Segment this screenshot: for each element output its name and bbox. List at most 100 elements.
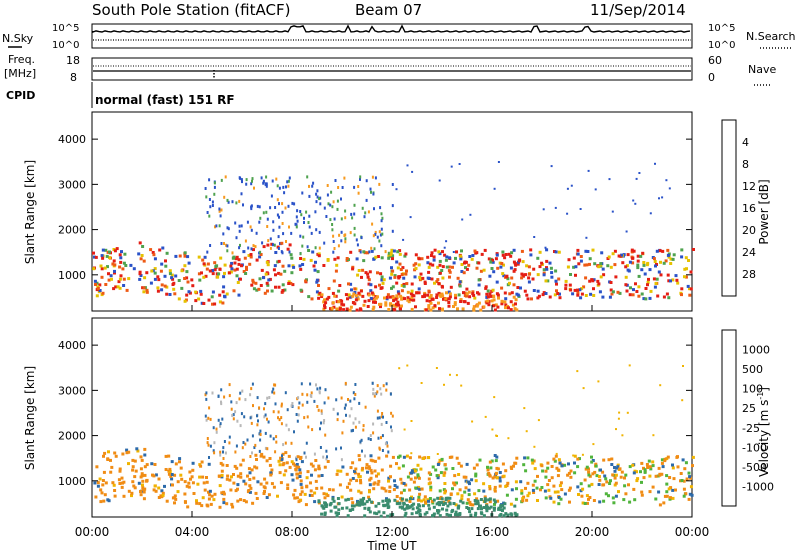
scatter-cell (258, 432, 261, 436)
scatter-cell (287, 280, 291, 284)
scatter-cell (295, 225, 298, 229)
scatter-cell (448, 275, 451, 279)
scatter-cell (424, 308, 428, 312)
scatter-cell (309, 462, 313, 466)
scatter-cell (579, 296, 583, 300)
scatter-cell (114, 285, 118, 289)
scatter-cell (410, 289, 414, 293)
scatter-cell (229, 264, 233, 268)
scatter-cell (95, 294, 99, 298)
scatter-cell (611, 252, 615, 256)
scatter-cell (288, 243, 292, 247)
scatter-cell (587, 473, 591, 477)
scatter-cell (446, 496, 450, 500)
scatter-cell (377, 479, 381, 483)
scatter-cell (272, 228, 275, 232)
scatter-cell (355, 479, 359, 483)
scatter-cell (267, 239, 270, 243)
scatter-cell (498, 484, 502, 488)
scatter-cell (313, 268, 317, 272)
scatter-cell (230, 261, 234, 265)
scatter-cell (207, 443, 210, 447)
scatter-cell (667, 296, 671, 300)
scatter-cell (502, 263, 505, 267)
y-tick-label: 1000 (58, 475, 86, 488)
scatter-cell (298, 475, 302, 478)
scatter-cell (268, 396, 271, 399)
nsky-label: N.Sky (2, 32, 34, 45)
scatter-cell (647, 277, 650, 281)
scatter-cell (211, 302, 214, 306)
scatter-cell (440, 457, 444, 461)
scatter-cell (184, 500, 187, 504)
scatter-cell (492, 270, 496, 274)
scatter-cell (560, 464, 564, 468)
scatter-cell (326, 258, 330, 262)
scatter-cell (610, 457, 614, 461)
scatter-cell (380, 415, 383, 419)
scatter-cell (558, 296, 562, 300)
scatter-cell (649, 212, 652, 215)
scatter-cell (306, 175, 309, 179)
scatter-cell (199, 464, 203, 468)
scatter-cell (410, 471, 413, 475)
scatter-cell (430, 251, 434, 255)
scatter-cell (443, 471, 447, 475)
scatter-cell (493, 187, 496, 190)
scatter-cell (329, 509, 333, 513)
scatter-cell (494, 257, 498, 261)
scatter-cell (281, 222, 284, 225)
scatter-cell (135, 447, 139, 451)
scatter-cell (268, 277, 272, 281)
scatter-cell (426, 293, 430, 297)
scatter-cell (367, 465, 371, 469)
scatter-cell (133, 475, 137, 479)
scatter-cell (688, 287, 691, 291)
scatter-cell (426, 276, 430, 280)
scatter-cell (354, 298, 358, 302)
scatter-cell (270, 289, 274, 293)
scatter-cell (205, 391, 208, 395)
scatter-cell (576, 252, 580, 256)
scatter-cell (271, 179, 274, 183)
scatter-cell (546, 466, 550, 470)
scatter-cell (410, 452, 413, 455)
scatter-cell (159, 269, 163, 273)
scatter-cell (191, 461, 195, 465)
scatter-cell (319, 446, 322, 449)
scatter-cell (277, 285, 281, 289)
scatter-cell (183, 277, 187, 280)
scatter-cell (504, 484, 508, 488)
scatter-cell (244, 482, 248, 486)
scatter-cell (269, 246, 272, 250)
scatter-cell (265, 175, 268, 179)
scatter-cell (435, 367, 438, 369)
scatter-cell (555, 466, 559, 470)
scatter-cell (267, 278, 271, 282)
scatter-cell (512, 295, 516, 299)
scatter-cell (653, 260, 657, 263)
scatter-cell (347, 482, 351, 486)
scatter-cell (646, 280, 650, 284)
scatter-cell (456, 513, 460, 517)
scatter-cell (110, 277, 113, 281)
scatter-cell (351, 301, 355, 305)
scatter-cell (242, 250, 246, 254)
scatter-cell (602, 273, 606, 277)
scatter-cell (247, 246, 250, 250)
scatter-cell (364, 271, 368, 275)
scatter-cell (443, 383, 445, 386)
scatter-cell (453, 301, 457, 305)
scatter-cell (588, 262, 591, 266)
scatter-cell (337, 186, 340, 189)
scatter-cell (282, 232, 285, 236)
scatter-cell (353, 233, 356, 237)
scatter-cell (285, 185, 287, 189)
scatter-cell (391, 257, 394, 261)
scatter-cell (290, 256, 294, 260)
scatter-cell (299, 267, 303, 271)
scatter-cell (510, 488, 514, 492)
scatter-cell (379, 206, 382, 210)
scatter-cell (682, 487, 686, 491)
scatter-cell (388, 485, 392, 489)
